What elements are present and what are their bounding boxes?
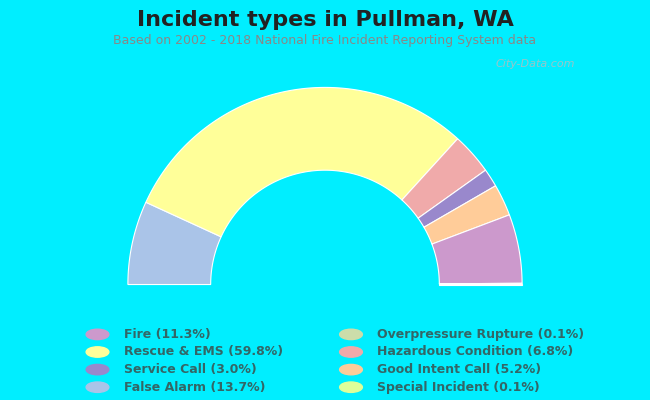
Ellipse shape bbox=[86, 364, 109, 375]
Text: Overpressure Rupture (0.1%): Overpressure Rupture (0.1%) bbox=[377, 328, 584, 341]
Text: Good Intent Call (5.2%): Good Intent Call (5.2%) bbox=[377, 363, 541, 376]
Polygon shape bbox=[439, 283, 522, 284]
Ellipse shape bbox=[86, 382, 109, 392]
Ellipse shape bbox=[339, 347, 363, 357]
Text: City-Data.com: City-Data.com bbox=[495, 59, 575, 69]
Ellipse shape bbox=[86, 347, 109, 357]
Polygon shape bbox=[432, 215, 522, 284]
Polygon shape bbox=[424, 186, 510, 244]
Text: Based on 2002 - 2018 National Fire Incident Reporting System data: Based on 2002 - 2018 National Fire Incid… bbox=[114, 34, 536, 47]
Text: Fire (11.3%): Fire (11.3%) bbox=[124, 328, 210, 341]
Text: Incident types in Pullman, WA: Incident types in Pullman, WA bbox=[136, 10, 514, 30]
Ellipse shape bbox=[86, 329, 109, 340]
Ellipse shape bbox=[339, 364, 363, 375]
Polygon shape bbox=[402, 139, 486, 218]
Polygon shape bbox=[146, 88, 458, 237]
Text: Hazardous Condition (6.8%): Hazardous Condition (6.8%) bbox=[377, 346, 573, 358]
Text: Service Call (3.0%): Service Call (3.0%) bbox=[124, 363, 256, 376]
Polygon shape bbox=[418, 170, 495, 227]
Text: Rescue & EMS (59.8%): Rescue & EMS (59.8%) bbox=[124, 346, 283, 358]
Ellipse shape bbox=[339, 329, 363, 340]
Text: Special Incident (0.1%): Special Incident (0.1%) bbox=[377, 381, 540, 394]
Polygon shape bbox=[128, 202, 221, 284]
Ellipse shape bbox=[339, 382, 363, 392]
Text: False Alarm (13.7%): False Alarm (13.7%) bbox=[124, 381, 265, 394]
